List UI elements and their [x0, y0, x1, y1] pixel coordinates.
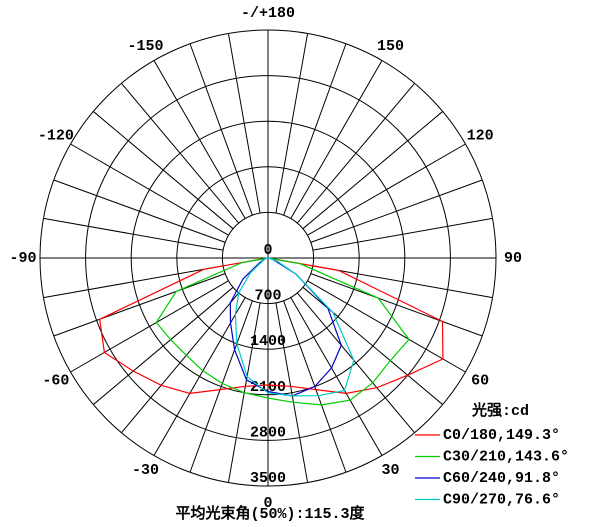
- legend-label: C60/240,91.8°: [443, 470, 560, 487]
- chart-title: 平均光束角(50%):115.3度: [175, 504, 365, 523]
- r-tick-label: 1400: [250, 333, 286, 350]
- legend-label: C0/180,149.3°: [443, 427, 560, 444]
- intensity-curve: [234, 257, 355, 397]
- angle-tick-label: -150: [127, 38, 163, 55]
- ring: [39, 29, 497, 487]
- angle-tick-label: -120: [38, 127, 74, 144]
- ring: [176, 166, 360, 350]
- angle-tick-label: -60: [42, 372, 69, 389]
- angle-tick-label: -/+180: [241, 5, 295, 22]
- r-tick-label: 2800: [250, 424, 286, 441]
- angle-tick-label: 60: [471, 372, 489, 389]
- angle-tick-label: 30: [381, 462, 399, 479]
- angle-tick-label: 150: [377, 38, 404, 55]
- angle-tick-label: -30: [132, 462, 159, 479]
- r-tick-label: 700: [254, 288, 281, 305]
- intensity-curve: [155, 257, 410, 406]
- legend-label: C90/270,76.6°: [443, 491, 560, 508]
- legend-title: 光强:cd: [471, 401, 529, 420]
- r-tick-label: 3500: [250, 470, 286, 487]
- r-tick-label: 0: [263, 242, 272, 259]
- angle-tick-label: 0: [263, 495, 272, 512]
- r-tick-label: 2100: [250, 379, 286, 396]
- intensity-curve: [99, 257, 444, 394]
- angle-tick-label: 120: [467, 127, 494, 144]
- angle-tick-label: -90: [9, 250, 36, 267]
- legend-label: C30/210,143.6°: [443, 448, 569, 465]
- ring: [85, 75, 451, 441]
- ring: [130, 120, 406, 396]
- ring: [221, 211, 315, 305]
- angle-tick-label: 90: [504, 250, 522, 267]
